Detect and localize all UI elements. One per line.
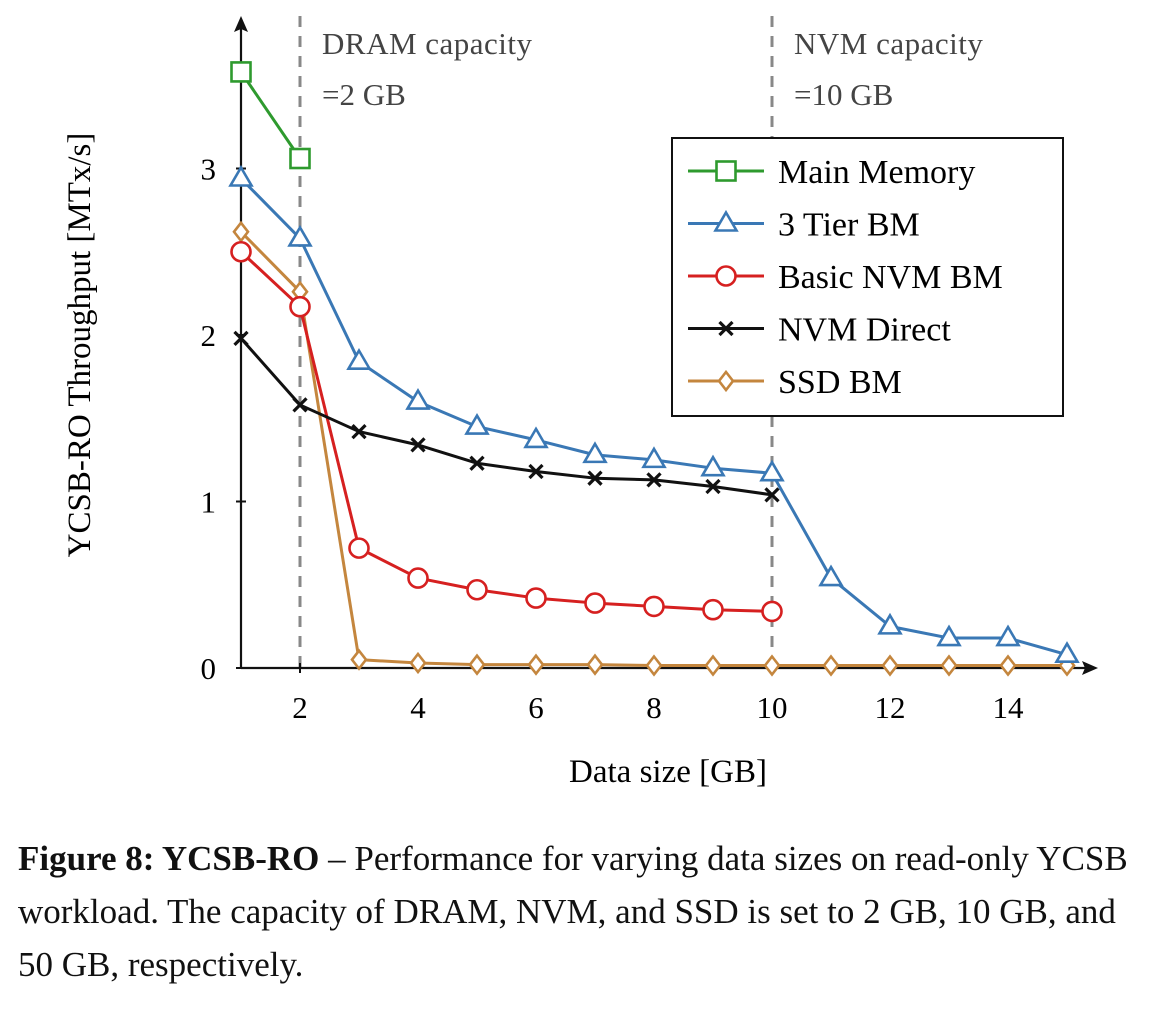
point-ssd-bm-8 [645,654,663,677]
point-nvm-direct-9 [705,478,721,495]
legend-marker-basic-nvm-bm [715,265,737,287]
point-nvm-direct-2 [292,397,308,413]
x-tick-label-2: 2 [292,690,308,725]
legend-marker-main-memory [715,160,737,182]
legend-marker-3-tier-bm [713,209,739,232]
point-basic-nvm-bm-3 [348,537,370,559]
point-ssd-bm-11 [822,654,840,677]
point-main-memory-1 [230,61,252,83]
figure-caption: Figure 8: YCSB-RO – Performance for vary… [18,832,1153,991]
point-ssd-bm-13 [940,654,958,677]
x-tick-label-6: 6 [528,690,544,725]
y-tick-label-1: 1 [201,485,217,520]
point-3-tier-bm-6 [523,426,549,449]
point-basic-nvm-bm-7 [584,592,606,614]
point-3-tier-bm-3 [346,348,372,370]
point-nvm-direct-1 [233,330,249,346]
point-nvm-direct-4 [410,437,426,453]
point-nvm-direct-3 [351,423,367,440]
point-ssd-bm-1 [232,220,250,243]
legend-label-nvm-direct: NVM Direct [778,312,951,349]
x-axis-arrow [1082,661,1098,675]
series-line-nvm-direct [239,337,773,497]
point-3-tier-bm-10 [759,459,785,482]
point-3-tier-bm-7 [582,441,608,464]
point-basic-nvm-bm-6 [525,587,547,609]
series-ssd-bm [232,220,1076,677]
point-ssd-bm-4 [409,651,427,675]
x-tick-label-8: 8 [646,690,662,725]
reference-label-0-line1: DRAM capacity [322,26,533,61]
x-tick-label-14: 14 [993,690,1025,725]
caption-text: – Performance for varying data sizes on … [18,839,1128,984]
point-3-tier-bm-8 [641,446,667,469]
y-axis-label: YCSB-RO Throughput [MTx/s] [62,133,98,558]
legend-label-basic-nvm-bm: Basic NVM BM [778,259,1003,296]
y-tick-label-2: 2 [201,318,217,353]
point-basic-nvm-bm-2 [289,295,311,318]
point-3-tier-bm-11 [818,564,844,587]
point-nvm-direct-10 [764,487,780,503]
point-nvm-direct-7 [587,470,603,486]
point-main-memory-2 [289,147,311,170]
legend-label-ssd-bm: SSD BM [778,364,902,401]
legend-label-3-tier-bm: 3 Tier BM [778,207,920,244]
series-3-tier-bm [228,164,1080,663]
point-ssd-bm-5 [468,653,486,676]
series-nvm-direct [233,330,780,503]
series-main-memory [230,61,311,170]
point-ssd-bm-10 [763,654,781,677]
point-basic-nvm-bm-9 [702,598,724,621]
series-line-main-memory [239,71,302,160]
point-3-tier-bm-1 [228,164,254,187]
point-3-tier-bm-2 [287,224,313,247]
point-nvm-direct-8 [646,472,662,488]
legend-label-main-memory: Main Memory [778,154,975,191]
point-3-tier-bm-4 [405,388,431,410]
x-tick-label-12: 12 [875,690,906,725]
point-ssd-bm-12 [881,654,899,677]
point-basic-nvm-bm-1 [230,240,252,263]
x-tick-label-4: 4 [410,690,426,725]
y-tick-label-3: 3 [201,152,217,187]
reference-lines: DRAM capacity =2 GB NVM capacity =10 GB [298,16,983,668]
point-nvm-direct-5 [469,455,485,471]
point-3-tier-bm-15 [1054,641,1080,663]
reference-label-0-line2: =2 GB [322,77,406,112]
point-3-tier-bm-9 [700,454,726,477]
x-tick-label-10: 10 [757,690,788,725]
series-basic-nvm-bm [230,240,783,623]
point-3-tier-bm-13 [936,624,962,647]
point-ssd-bm-14 [999,654,1017,677]
point-3-tier-bm-5 [464,412,490,435]
point-nvm-direct-6 [528,463,544,480]
point-ssd-bm-7 [586,653,604,676]
point-ssd-bm-6 [527,653,545,676]
point-3-tier-bm-14 [995,624,1021,647]
y-tick-label-0: 0 [201,651,217,686]
point-basic-nvm-bm-8 [643,595,665,618]
legend-marker-ssd-bm [717,369,735,393]
x-axis-label: Data size [GB] [569,754,767,790]
reference-label-1-line2: =10 GB [794,77,893,112]
point-basic-nvm-bm-4 [407,567,429,589]
series-layer [228,61,1080,677]
series-line-basic-nvm-bm [239,250,773,613]
point-ssd-bm-3 [350,648,368,671]
caption-lead: Figure 8: YCSB-RO [18,839,320,878]
y-axis-arrow [234,16,248,32]
legend-marker-nvm-direct [718,320,734,337]
reference-label-1-line1: NVM capacity [794,26,983,61]
point-ssd-bm-9 [704,654,722,677]
point-3-tier-bm-12 [877,612,903,635]
legend: Main Memory 3 Tier BM Basic NVM BM NVM Dire… [671,137,1064,417]
point-basic-nvm-bm-5 [466,578,488,601]
point-basic-nvm-bm-10 [761,600,783,623]
